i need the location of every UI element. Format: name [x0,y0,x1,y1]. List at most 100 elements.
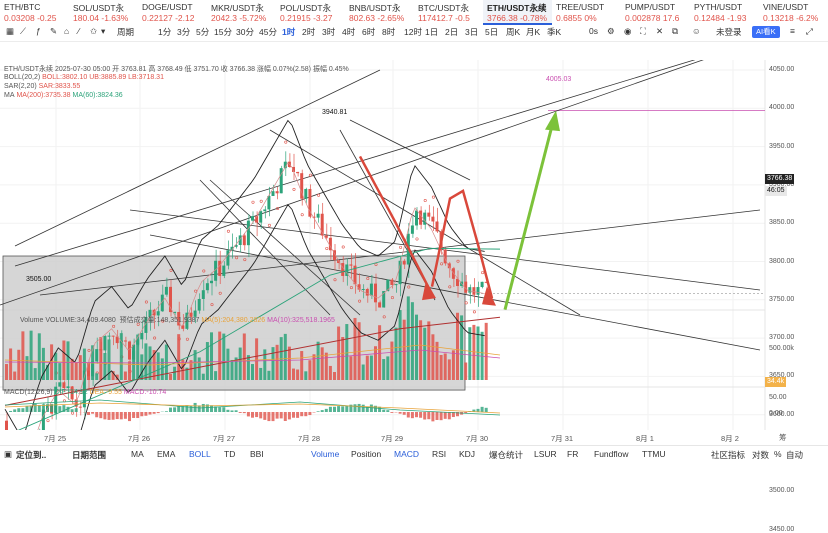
candle-body [468,287,471,293]
indicator-boll[interactable]: BOLL [189,449,211,459]
date-range-button[interactable]: 日期范围 [72,449,106,461]
pen-icon[interactable]: ✎ [50,26,57,37]
volume-bar [67,341,70,380]
candle-body [108,336,111,337]
lock-icon[interactable]: ⌂ [64,26,69,36]
volume-bar [345,324,348,380]
period-12[interactable]: 8时 [382,26,395,38]
copy-icon[interactable]: ⧉ [672,26,678,37]
period-18[interactable]: 周K [506,26,520,38]
macd-bar [485,408,488,412]
period-19[interactable]: 月K [526,26,540,38]
bottom-right-option-3[interactable]: 自动 [786,449,803,461]
period-14[interactable]: 1日 [425,26,438,38]
star-icon[interactable]: ✩ [90,26,97,37]
macd-bar [440,412,443,420]
indicator-ma[interactable]: MA [131,449,144,459]
indicator-fundflow[interactable]: Fundflow [594,449,629,459]
macd-bar [157,412,160,413]
ticker-price: 117412.7 -0.5 [418,13,470,23]
period-2[interactable]: 3分 [177,26,190,38]
calendar-icon[interactable]: ▣ [4,449,12,460]
indicator-fr[interactable]: FR [567,449,578,459]
expand-icon[interactable]: ⤢ [806,26,813,37]
fx-icon[interactable]: ƒ [36,26,41,36]
candlestick-chart[interactable] [0,60,828,430]
macd-bar [226,410,229,412]
candle-body [276,191,279,193]
period-4[interactable]: 15分 [214,26,232,38]
close-icon[interactable]: ✕ [656,26,663,37]
draw-line-icon[interactable]: ∕ [78,26,79,36]
indicator-volume[interactable]: Volume [311,449,339,459]
volume-bar [325,353,328,380]
period-9[interactable]: 3时 [322,26,335,38]
period-16[interactable]: 3日 [465,26,478,38]
locate-date-button[interactable]: 定位到.. [16,449,46,461]
candle-body [341,263,344,276]
period-13[interactable]: 12时 [404,26,422,38]
indicator-macd[interactable]: MACD [394,449,419,459]
indicator-lsur[interactable]: LSUR [534,449,557,459]
volume-axis-label: 500.00k [769,345,794,352]
bottom-right-option-2[interactable]: % [774,449,782,459]
indicator-bbi[interactable]: BBI [250,449,264,459]
price-axis-label: 3450.00 [769,526,794,533]
draw-icon[interactable]: ⟋ [20,26,26,37]
macd-bar [87,412,90,415]
period-17[interactable]: 5日 [485,26,498,38]
time-axis-settings[interactable]: 筹 [779,432,787,443]
period-11[interactable]: 6时 [362,26,375,38]
indicator-rsi[interactable]: RSI [432,449,446,459]
indicator-ema[interactable]: EMA [157,449,175,459]
volume-bar [30,331,33,380]
period-6[interactable]: 45分 [259,26,277,38]
fullscreen-icon[interactable]: ⛶ [640,26,646,37]
user-icon[interactable]: ☺ [692,26,701,36]
candle-body [472,287,475,295]
candle-body [317,214,320,218]
period-1[interactable]: 1分 [158,26,171,38]
indicator-td[interactable]: TD [224,449,235,459]
dropdown-icon[interactable]: ▾ [101,26,105,37]
indicator-爆仓统计[interactable]: 爆仓统计 [489,449,523,461]
ai-kline-button[interactable]: AI看K [752,26,780,38]
grid-icon[interactable]: ▦ [6,26,14,37]
chart-area[interactable]: ETH/USDT永续 2025-07-30 05:00 开 3763.81 高 … [0,60,828,430]
period-20[interactable]: 季K [547,26,561,38]
bottom-right-option-1[interactable]: 对数 [752,449,769,461]
period-15[interactable]: 2日 [445,26,458,38]
period-5[interactable]: 30分 [236,26,254,38]
period-3[interactable]: 5分 [196,26,209,38]
indicator-ttmu[interactable]: TTMU [642,449,666,459]
macd-bar [284,412,287,421]
menu-icon[interactable]: ≡ [790,26,795,36]
macd-bar [267,412,270,421]
period-8[interactable]: 2时 [302,26,315,38]
candle-body [349,264,352,265]
indicator-kdj[interactable]: KDJ [459,449,475,459]
login-status[interactable]: 未登录 [716,26,742,38]
period-7[interactable]: 1时 [282,26,295,38]
settings-icon[interactable]: ⚙ [607,26,615,37]
macd-bar [300,412,303,416]
period-label[interactable]: 周期 [117,26,134,38]
bottom-right-option-0[interactable]: 社区指标 [711,449,745,461]
period-10[interactable]: 4时 [342,26,355,38]
candle-body [112,336,115,337]
camera-icon[interactable]: ◉ [624,26,631,37]
indicator-position[interactable]: Position [351,449,381,459]
macd-bar [276,412,279,419]
